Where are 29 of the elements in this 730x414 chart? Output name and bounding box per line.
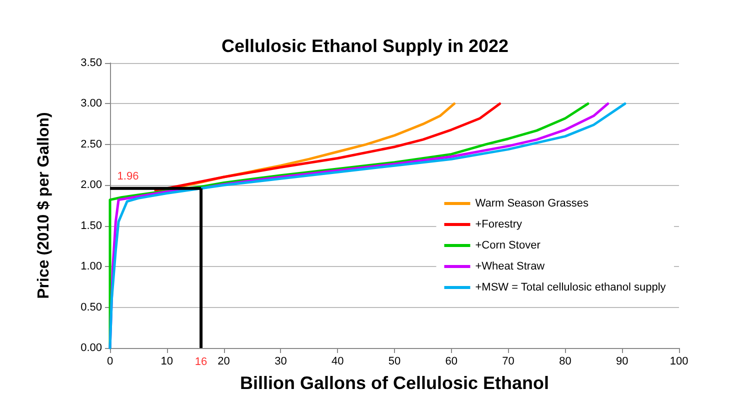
y-tick-label: 3.00 xyxy=(80,98,102,110)
x-tick-label: 0 xyxy=(106,356,114,368)
x-axis-title: Billion Gallons of Cellulosic Ethanol xyxy=(240,373,550,393)
y-tick-label: 3.50 xyxy=(80,57,102,69)
y-tick-label: 0.00 xyxy=(80,342,102,354)
x-tick-label: 50 xyxy=(388,356,401,368)
y-tick-label: 0.50 xyxy=(80,301,102,314)
y-tick-label: 1.50 xyxy=(80,220,102,232)
legend-label: +Forestry xyxy=(475,218,522,230)
chart-title: Cellulosic Ethanol Supply in 2022 xyxy=(221,36,509,56)
x-tick-label: 60 xyxy=(445,356,458,368)
y-tick-label: 2.50 xyxy=(80,138,102,150)
x-tick-label: 20 xyxy=(218,356,230,368)
legend-label: Warm Season Grasses xyxy=(475,198,590,210)
x-tick-label: 10 xyxy=(160,356,174,368)
y-tick-label: 1.00 xyxy=(80,260,102,273)
x-tick-label: 70 xyxy=(502,356,514,368)
x-tick-label: 90 xyxy=(616,356,628,368)
x-tick-label: 100 xyxy=(670,356,688,368)
legend-label: +Corn Stover xyxy=(475,240,541,252)
x-tick-label: 40 xyxy=(331,356,344,368)
ref-line-label: 1.96 xyxy=(117,170,139,182)
x-tick-label: 30 xyxy=(274,356,287,368)
x-tick-label: 80 xyxy=(559,356,572,368)
legend-label: +MSW = Total cellulosic ethanol supply xyxy=(475,282,666,294)
ref-line-label: 16 xyxy=(194,356,208,368)
legend-label: +Wheat Straw xyxy=(475,260,545,272)
y-axis-title: Price (2010 $ per Gallon) xyxy=(36,112,52,299)
y-tick-label: 2.00 xyxy=(80,179,102,192)
